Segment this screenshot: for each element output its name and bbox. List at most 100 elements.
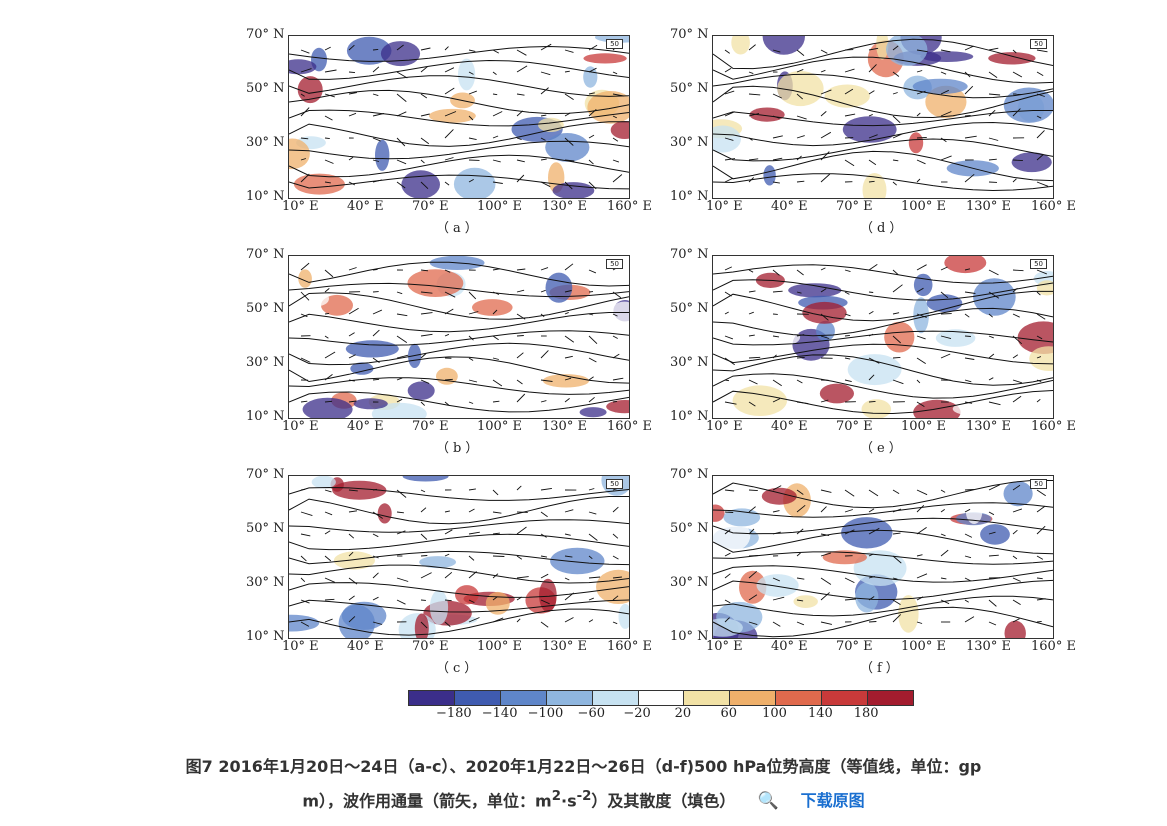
colorbar-tick-label: −20 [623,706,651,721]
x-tick-label: 70° E [412,199,449,214]
colorbar-tick-label: −140 [481,706,518,721]
map-panel-c: 50 [288,475,630,639]
y-tick-label: 70° N [246,27,285,42]
x-tick-label: 40° E [347,419,384,434]
vector-scale-tag: 50 [606,259,623,269]
x-tick-label: 100° E [477,419,522,434]
x-tick-label: 160° E [1031,199,1076,214]
y-tick-label: 70° N [246,247,285,262]
colorbar-tick-label: 60 [720,706,737,721]
x-tick-label: 40° E [347,199,384,214]
vector-scale-tag: 50 [606,479,623,489]
colorbar-tick-label: −180 [435,706,472,721]
x-tick-label: 70° E [836,639,873,654]
map-field-e [713,256,1053,418]
colorbar-tick-label: 140 [807,706,833,721]
x-tick-label: 100° E [477,199,522,214]
zoom-in-icon[interactable]: 🔍 [757,791,779,812]
x-tick-label: 70° E [836,199,873,214]
y-tick-label: 30° N [670,135,709,150]
colorbar-segment [730,691,777,705]
x-tick-label: 100° E [477,639,522,654]
y-tick-label: 30° N [246,355,285,370]
colorbar-tick-label: 100 [762,706,787,721]
colorbar-tick-label: 180 [853,706,879,721]
colorbar-segment [638,691,685,705]
x-tick-label: 70° E [836,419,873,434]
colorbar-tick-label: −60 [577,706,605,721]
y-tick-label: 10° N [246,629,285,644]
colorbar-ticks: −180 −140 −100 −60 −20 20 60 100 140 180 [408,706,912,722]
x-tick-label: 10° E [706,639,743,654]
y-tick-label: 30° N [670,355,709,370]
colorbar-segment [500,691,547,705]
x-tick-label: 10° E [282,199,319,214]
figure: 50 70° N 50° N 30° N 10° N 10° E 40° E 70° E 100… [246,27,1076,676]
figure-caption: 图7 2016年1月20日～24日（a-c）、2020年1月22日～26日（d-… [0,752,1167,816]
vector-scale-tag: 50 [606,39,623,49]
map-panel-b: 50 [288,255,630,419]
x-tick-label: 130° E [542,199,587,214]
y-tick-label: 50° N [246,301,285,316]
x-tick-label: 100° E [901,419,946,434]
panel-label-b: （b） [436,441,483,456]
colorbar-tick-label: 20 [674,706,692,721]
x-tick-label: 130° E [966,639,1011,654]
colorbar-segment [592,691,639,705]
colorbar-tick-label: −100 [527,706,564,721]
panel-label-d: （d） [860,221,907,236]
colorbar-segment [868,691,913,705]
y-tick-label: 10° N [246,189,285,204]
x-tick-label: 130° E [542,419,587,434]
colorbar-segment [776,691,823,705]
map-panel-e: 50 [712,255,1054,419]
vector-scale-tag: 50 [1030,39,1047,49]
caption-line-1: 图7 2016年1月20日～24日（a-c）、2020年1月22日～26日（d-… [185,757,982,776]
x-tick-label: 40° E [347,639,384,654]
y-tick-label: 50° N [670,521,709,536]
panel-label-f: （f） [860,661,903,676]
caption-line-2: m），波作用通量（箭矢，单位：m2·s-2）及其散度（填色） 🔍 下载原图 [302,782,864,816]
x-tick-label: 160° E [607,639,652,654]
y-tick-label: 50° N [670,81,709,96]
map-field-f [713,479,1053,638]
y-tick-label: 10° N [670,409,709,424]
x-tick-label: 10° E [282,639,319,654]
map-panel-f: 50 [712,475,1054,639]
y-tick-label: 70° N [670,27,709,42]
x-tick-label: 130° E [966,419,1011,434]
download-original-link[interactable]: 下载原图 [800,791,865,811]
colorbar-segment [822,691,869,705]
x-tick-label: 40° E [771,419,808,434]
map-panel-d: 50 [712,35,1054,199]
map-field-c [289,476,629,638]
colorbar-segment [684,691,731,705]
y-tick-label: 10° N [670,189,709,204]
colorbar-segment [546,691,593,705]
colorbar-segment [409,691,455,705]
x-tick-label: 40° E [771,199,808,214]
y-tick-label: 70° N [670,247,709,262]
x-tick-label: 130° E [542,639,587,654]
y-tick-label: 50° N [246,521,285,536]
y-tick-label: 70° N [246,467,285,482]
colorbar [408,690,914,706]
colorbar-segment [454,691,501,705]
y-tick-label: 30° N [670,575,709,590]
x-tick-label: 130° E [966,199,1011,214]
vector-scale-tag: 50 [1030,259,1047,269]
x-tick-label: 160° E [1031,419,1076,434]
x-tick-label: 40° E [771,639,808,654]
y-tick-label: 50° N [670,301,709,316]
map-field-b [289,256,629,418]
x-tick-label: 10° E [706,199,743,214]
x-tick-label: 70° E [412,639,449,654]
x-tick-label: 10° E [282,419,319,434]
y-tick-label: 30° N [246,135,285,150]
y-tick-label: 10° N [246,409,285,424]
panel-label-e: （e） [860,441,906,456]
y-tick-label: 10° N [670,629,709,644]
x-tick-label: 70° E [412,419,449,434]
x-tick-label: 160° E [1031,639,1076,654]
vector-scale-tag: 50 [1030,479,1047,489]
